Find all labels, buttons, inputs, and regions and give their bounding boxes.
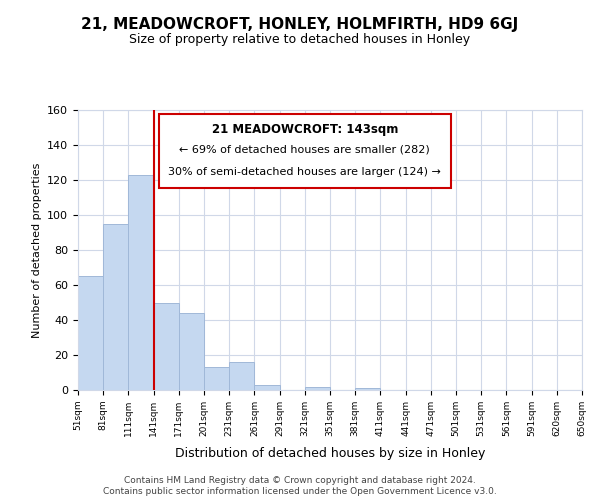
Text: ← 69% of detached houses are smaller (282): ← 69% of detached houses are smaller (28… [179, 145, 430, 155]
Bar [154, 302, 179, 390]
Text: 30% of semi-detached houses are larger (124) →: 30% of semi-detached houses are larger (… [169, 168, 441, 177]
Bar [229, 362, 254, 390]
Text: Contains public sector information licensed under the Open Government Licence v3: Contains public sector information licen… [103, 487, 497, 496]
X-axis label: Distribution of detached houses by size in Honley: Distribution of detached houses by size … [175, 447, 485, 460]
FancyBboxPatch shape [158, 114, 451, 188]
Text: Contains HM Land Registry data © Crown copyright and database right 2024.: Contains HM Land Registry data © Crown c… [124, 476, 476, 485]
Y-axis label: Number of detached properties: Number of detached properties [32, 162, 41, 338]
Bar [103, 224, 128, 390]
Bar [78, 276, 103, 390]
Bar [128, 175, 154, 390]
Bar [254, 385, 280, 390]
Text: 21, MEADOWCROFT, HONLEY, HOLMFIRTH, HD9 6GJ: 21, MEADOWCROFT, HONLEY, HOLMFIRTH, HD9 … [82, 18, 518, 32]
Bar [355, 388, 380, 390]
Bar [204, 367, 229, 390]
Bar [305, 386, 330, 390]
Text: Size of property relative to detached houses in Honley: Size of property relative to detached ho… [130, 32, 470, 46]
Text: 21 MEADOWCROFT: 143sqm: 21 MEADOWCROFT: 143sqm [212, 122, 398, 136]
Bar [179, 313, 204, 390]
